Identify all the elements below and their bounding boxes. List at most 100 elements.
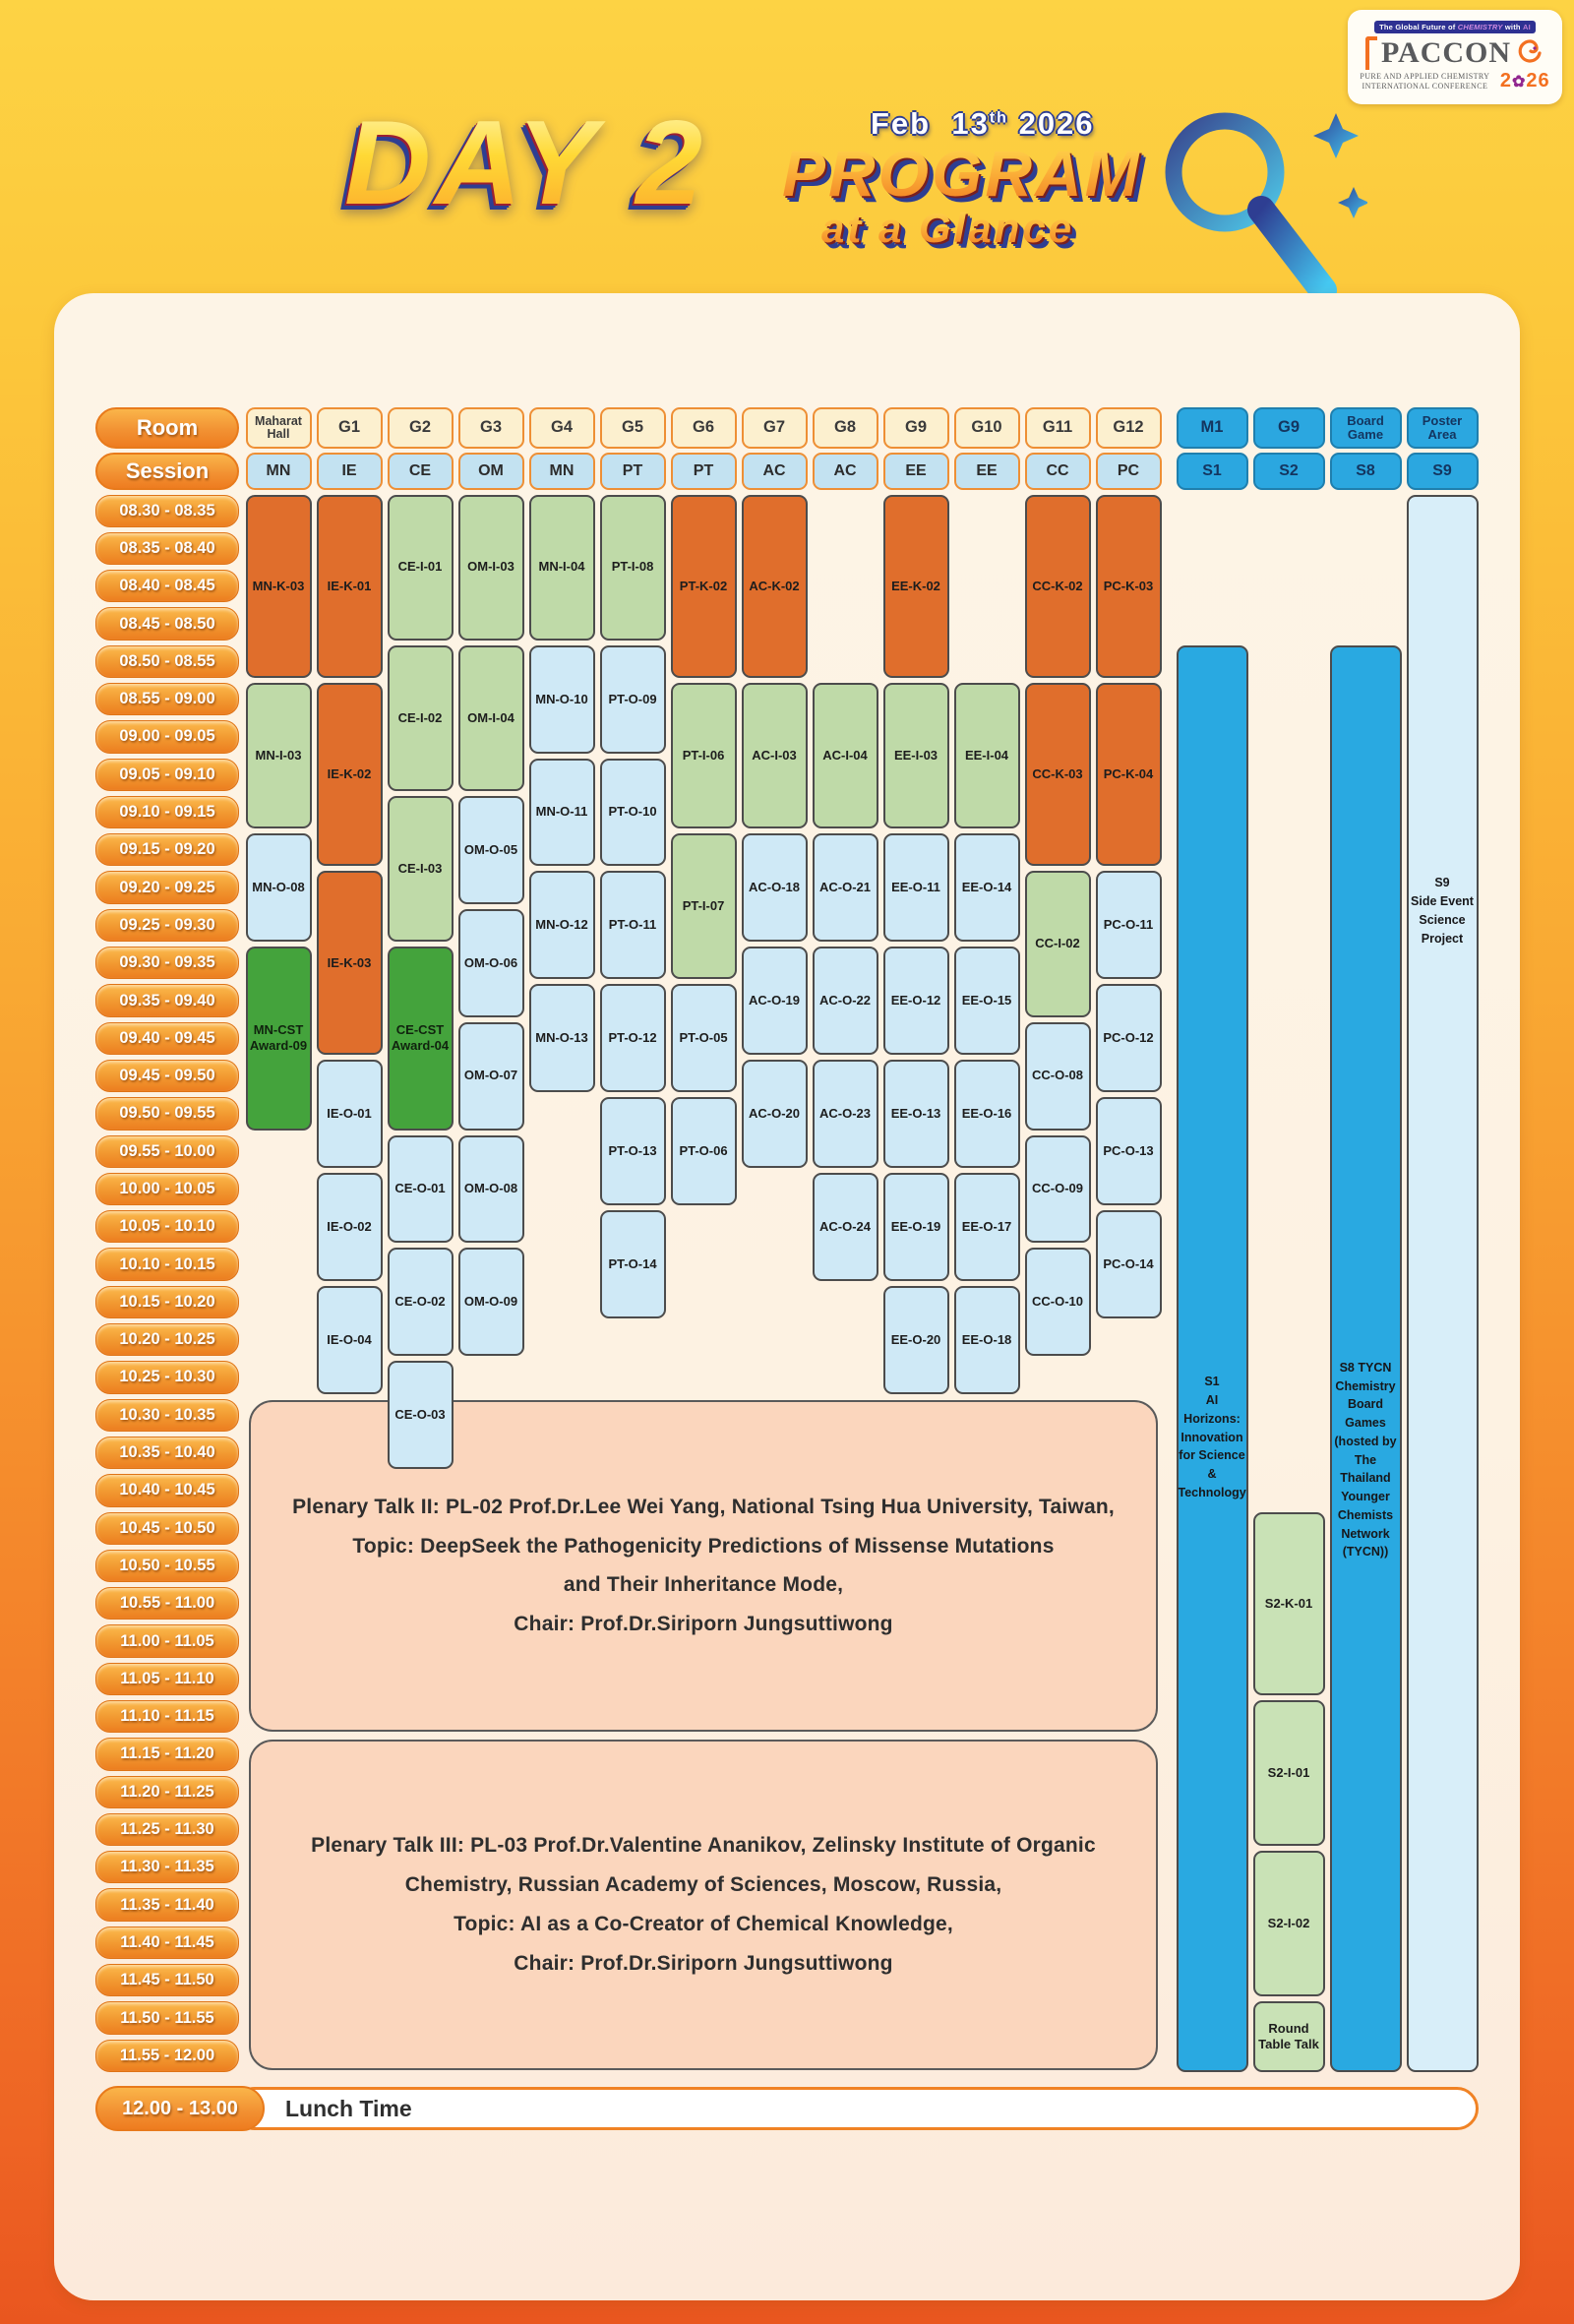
plenary-text-line: and Their Inheritance Mode, xyxy=(563,1573,844,1597)
time-slot: 08.50 - 08.55 xyxy=(95,644,239,678)
session-block-ce-cst-award-04: CE-CST Award-04 xyxy=(387,947,454,1131)
session-block-pt-o-13: PT-O-13 xyxy=(599,1097,666,1206)
time-slot: 09.15 - 09.20 xyxy=(95,833,239,867)
time-slot: 08.55 - 09.00 xyxy=(95,682,239,716)
session-block-mn-o-12: MN-O-12 xyxy=(528,871,595,980)
time-slot: 10.40 - 10.45 xyxy=(95,1474,239,1507)
session-header-om: OM xyxy=(457,453,524,490)
logo-year: 2✿26 xyxy=(1499,70,1550,92)
session-row-label: Session xyxy=(95,453,239,490)
room-header-maharat-hall: Maharat Hall xyxy=(245,407,312,449)
time-slot: 09.00 - 09.05 xyxy=(95,720,239,754)
time-slot: 11.55 - 12.00 xyxy=(95,2039,239,2072)
lunch-label: Lunch Time xyxy=(285,2095,412,2121)
lunch-bar: Lunch Time xyxy=(233,2087,1479,2131)
elephant-swirl-icon xyxy=(1518,39,1542,63)
room-header-g3: G3 xyxy=(457,407,524,449)
program-title: PROGRAM xyxy=(782,137,1142,210)
session-block-pt-i-07: PT-I-07 xyxy=(670,833,737,980)
session-block-ac-o-18: AC-O-18 xyxy=(741,833,808,943)
session-block-ee-o-11: EE-O-11 xyxy=(882,833,949,943)
session-block-ce-o-01: CE-O-01 xyxy=(387,1134,454,1244)
session-header-ac: AC xyxy=(812,453,878,490)
session-block-ie-o-04: IE-O-04 xyxy=(316,1285,383,1394)
session-block-ee-i-04: EE-I-04 xyxy=(953,682,1020,829)
session-block-pt-i-06: PT-I-06 xyxy=(670,682,737,829)
room-header-g11: G11 xyxy=(1024,407,1091,449)
time-slot: 09.25 - 09.30 xyxy=(95,908,239,943)
room-header-g8: G8 xyxy=(812,407,878,449)
session-block-ee-o-14: EE-O-14 xyxy=(953,833,1020,943)
time-slot: 09.30 - 09.35 xyxy=(95,947,239,980)
session-header-s2: S2 xyxy=(1252,453,1325,490)
session-block-pt-o-11: PT-O-11 xyxy=(599,871,666,980)
session-block-pt-o-05: PT-O-05 xyxy=(670,984,737,1093)
session-block-ie-o-02: IE-O-02 xyxy=(316,1172,383,1281)
session-block-ee-o-15: EE-O-15 xyxy=(953,947,1020,1055)
plenary-text-line: Topic: DeepSeek the Pathogenicity Predic… xyxy=(352,1534,1055,1558)
time-slot: 09.20 - 09.25 xyxy=(95,871,239,904)
session-block-pt-o-06: PT-O-06 xyxy=(670,1097,737,1206)
logo-name: PACCON xyxy=(1380,36,1512,69)
plenary-text-line: Plenary Talk III: PL-03 Prof.Dr.Valentin… xyxy=(311,1834,1096,1858)
session-block-pc-k-03: PC-K-03 xyxy=(1095,494,1162,678)
session-block-ac-o-19: AC-O-19 xyxy=(741,947,808,1055)
session-header-mn: MN xyxy=(245,453,312,490)
session-block-cc-o-09: CC-O-09 xyxy=(1024,1134,1091,1244)
session-block-ie-k-02: IE-K-02 xyxy=(316,682,383,867)
session-header-ee: EE xyxy=(882,453,949,490)
session-block-cc-k-02: CC-K-02 xyxy=(1024,494,1091,678)
session-block-pt-o-10: PT-O-10 xyxy=(599,758,666,867)
time-slot: 09.35 - 09.40 xyxy=(95,984,239,1017)
session-block-om-o-05: OM-O-05 xyxy=(457,795,524,904)
flask-bracket-icon xyxy=(1364,36,1377,70)
session-header-mn: MN xyxy=(528,453,595,490)
logo-subtitle: Pure and Applied Chemistry International … xyxy=(1360,71,1490,91)
logo-tagline: The Global Future of CHEMISTRY with AI xyxy=(1374,21,1536,33)
room-header-g2: G2 xyxy=(387,407,454,449)
room-header-board-game: Board Game xyxy=(1329,407,1402,449)
session-block-cc-k-03: CC-K-03 xyxy=(1024,682,1091,867)
plenary-text-line: Chair: Prof.Dr.Siriporn Jungsuttiwong xyxy=(514,1952,893,1976)
magnifier-icon xyxy=(1165,112,1367,304)
session-block-s1: S1 AI Horizons: Innovation for Science &… xyxy=(1176,644,1248,2072)
room-header-g7: G7 xyxy=(741,407,808,449)
session-block-ac-o-22: AC-O-22 xyxy=(812,947,878,1055)
session-block-ac-k-02: AC-K-02 xyxy=(741,494,808,678)
session-block-s2-i-01: S2-I-01 xyxy=(1252,1700,1325,1847)
session-block-om-o-06: OM-O-06 xyxy=(457,908,524,1017)
logo-tagline-ai: AI xyxy=(1522,23,1531,31)
session-block-s9: S9 Side Event Science Project xyxy=(1406,494,1479,2072)
time-slot: 11.50 - 11.55 xyxy=(95,2001,239,2035)
session-block-om-o-09: OM-O-09 xyxy=(457,1248,524,1357)
time-slot: 10.35 - 10.40 xyxy=(95,1436,239,1470)
session-block-ac-o-24: AC-O-24 xyxy=(812,1172,878,1281)
session-block-om-i-03: OM-I-03 xyxy=(457,494,524,641)
time-slot: 11.40 - 11.45 xyxy=(95,1926,239,1960)
time-slot: 10.50 - 10.55 xyxy=(95,1549,239,1583)
session-block-om-o-07: OM-O-07 xyxy=(457,1021,524,1131)
session-block-mn-i-04: MN-I-04 xyxy=(528,494,595,641)
time-slot: 11.05 - 11.10 xyxy=(95,1662,239,1695)
program-subtitle: at a Glance xyxy=(821,205,1075,251)
session-header-ac: AC xyxy=(741,453,808,490)
session-block-pc-o-14: PC-O-14 xyxy=(1095,1210,1162,1319)
time-slot: 11.10 - 11.15 xyxy=(95,1700,239,1734)
time-slot: 10.30 - 10.35 xyxy=(95,1398,239,1432)
session-block-round-table-talk: Round Table Talk xyxy=(1252,2001,1325,2072)
session-header-s9: S9 xyxy=(1406,453,1479,490)
time-slot: 10.05 - 10.10 xyxy=(95,1210,239,1244)
session-block-mn-o-13: MN-O-13 xyxy=(528,984,595,1093)
session-block-ee-o-13: EE-O-13 xyxy=(882,1059,949,1168)
day-title: DAY 2 xyxy=(344,95,707,229)
session-block-mn-o-10: MN-O-10 xyxy=(528,644,595,754)
title-banner: DAY 2 Feb 13th 2026 PROGRAM at a Glance xyxy=(295,79,1367,304)
session-block-mn-i-03: MN-I-03 xyxy=(245,682,312,829)
side-event-text: S8 TYCN Chemistry Board Games (hosted by… xyxy=(1334,1360,1397,1560)
time-slot: 08.40 - 08.45 xyxy=(95,570,239,603)
session-block-mn-o-08: MN-O-08 xyxy=(245,833,312,943)
session-block-pt-o-09: PT-O-09 xyxy=(599,644,666,754)
session-block-cc-o-08: CC-O-08 xyxy=(1024,1021,1091,1131)
session-header-ce: CE xyxy=(387,453,454,490)
session-block-pt-i-08: PT-I-08 xyxy=(599,494,666,641)
